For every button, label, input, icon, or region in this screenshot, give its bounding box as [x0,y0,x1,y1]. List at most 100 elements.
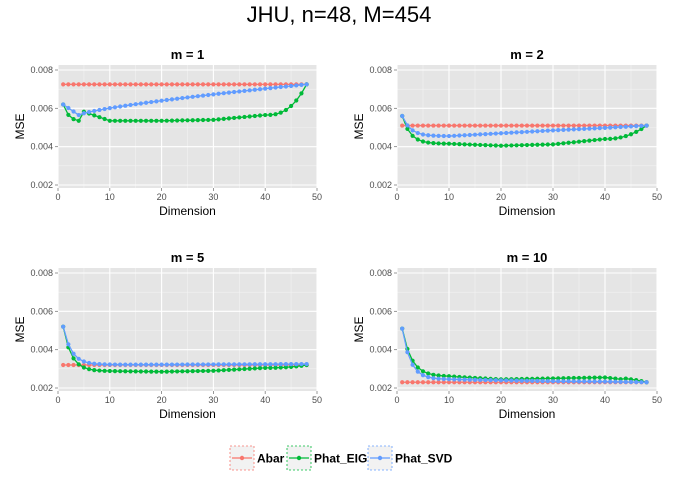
data-point [576,375,582,381]
data-point [436,373,441,378]
y-tick-label: 0.002 [30,180,53,190]
data-point [545,379,550,384]
data-point [426,375,431,380]
x-tick-label: 50 [312,192,322,202]
data-point [133,82,138,87]
data-point [441,141,446,146]
data-point [242,362,247,367]
data-point [431,123,436,128]
data-point [164,97,169,103]
x-axis-title: Dimension [499,407,556,421]
panel-title: m = 5 [171,250,205,265]
panel-title: m = 1 [171,47,205,62]
data-point [504,143,509,148]
data-point [509,123,514,128]
data-point [420,369,426,374]
data-point [81,365,86,370]
data-point [467,142,472,147]
data-point [102,82,107,87]
data-point [571,127,576,132]
data-point [545,123,550,128]
data-point [221,362,226,367]
data-point [540,142,545,147]
x-axis-title: Dimension [159,407,216,421]
data-point [576,127,582,132]
data-point [504,130,509,136]
data-point [268,82,273,87]
x-tick-label: 10 [444,395,454,405]
data-point [143,369,149,374]
x-axis-title: Dimension [159,204,216,218]
data-point [426,371,431,376]
data-point [623,379,628,385]
x-tick-label: 50 [652,192,662,202]
data-point [226,82,232,87]
data-point [92,361,97,366]
data-point [566,123,571,128]
data-point [452,123,457,128]
data-point [143,82,149,87]
x-tick-label: 30 [548,192,558,202]
data-point [221,91,226,96]
data-point [587,126,592,131]
data-point [415,380,420,385]
data-point [175,362,180,367]
legend-label: Phat_SVD [395,452,453,466]
data-point [102,362,107,367]
x-tick-label: 30 [208,192,218,202]
data-point [149,82,154,87]
data-point [128,102,133,108]
data-point [221,368,226,373]
data-point [118,369,123,374]
data-point [107,118,112,123]
panel-m-10: 0 10 20 30 40 50 0.002 0.004 0.006 0.008 m = 10 Dim… [352,250,662,421]
data-point [304,361,309,367]
data-point [509,130,514,135]
data-point [509,378,514,383]
y-tick-label: 0.004 [30,345,53,355]
data-point [232,362,237,367]
data-point [138,101,143,106]
data-point [237,115,242,120]
data-point [195,118,200,123]
data-point [446,141,452,146]
data-point [561,379,566,384]
y-tick-label: 0.006 [369,103,392,113]
x-tick-label: 50 [312,395,322,405]
data-point [602,136,608,142]
data-point [530,123,535,128]
data-point [164,118,169,123]
data-point [587,138,592,143]
data-point [190,369,195,374]
data-point [180,118,185,123]
data-point [566,376,571,381]
data-point [257,113,263,118]
data-point [86,109,92,115]
data-point [128,82,133,87]
data-point [159,82,164,87]
y-tick-label: 0.002 [30,383,53,393]
data-point [118,118,123,123]
data-point [441,380,446,385]
data-point [123,118,128,123]
data-point [628,124,634,129]
data-point [514,123,519,128]
data-point [195,368,200,374]
data-point [597,379,602,384]
data-point [618,135,623,140]
data-point [524,142,530,148]
data-point [441,373,446,379]
y-tick-label: 0.008 [369,268,392,278]
data-point [61,82,66,87]
data-point [159,98,164,103]
data-point [128,118,133,123]
data-point [133,102,138,107]
data-point [257,362,263,367]
data-point [582,126,587,131]
data-point [97,362,102,367]
data-point [566,140,571,145]
data-point [169,82,175,87]
data-point [175,369,180,374]
x-tick-label: 20 [157,395,167,405]
data-point [571,140,576,145]
